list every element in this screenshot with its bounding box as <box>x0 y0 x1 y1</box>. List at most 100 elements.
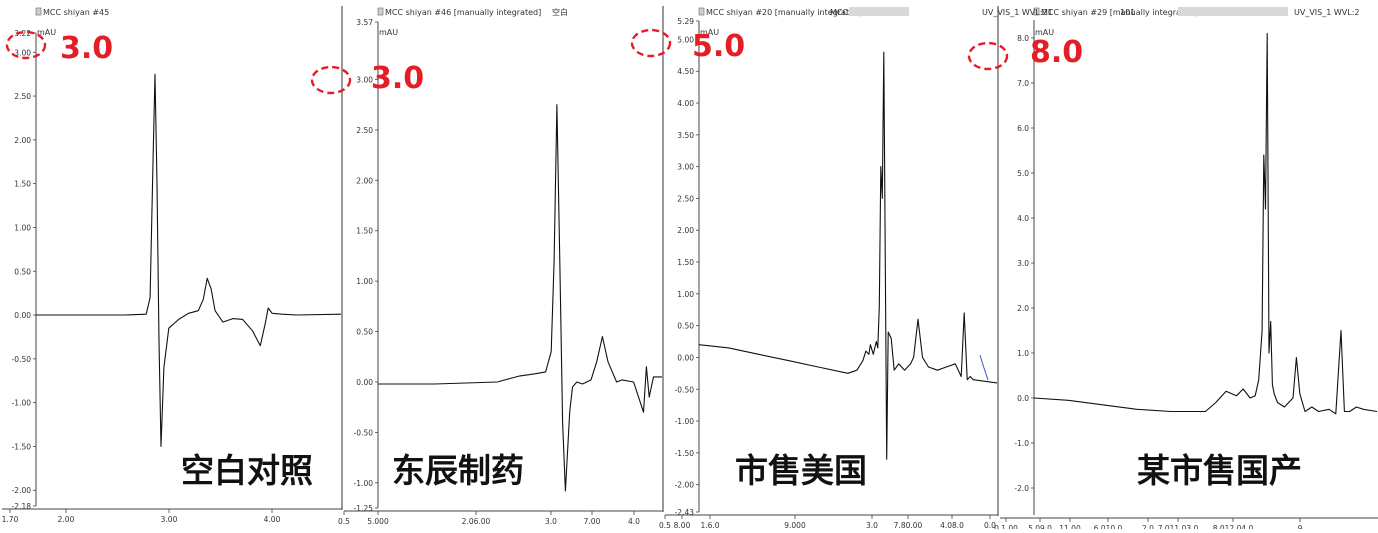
panel-2-y-tick-label: 3.57 <box>356 18 373 27</box>
panel-3-x-tick-label: 0.5 <box>659 521 671 529</box>
panel-4-redaction <box>1178 7 1288 16</box>
panel-1-x-tick-label: 1.70 <box>2 515 19 524</box>
panel-1-x-tick-label: 4.00 <box>264 515 281 524</box>
panel-2-y-tick-label: -0.50 <box>354 428 374 437</box>
panel-3-y-tick-label: 0.00 <box>677 353 694 362</box>
panel-3-redaction <box>849 7 909 16</box>
panel-3-x-tick-label: 7.80.00 <box>894 521 923 529</box>
panel-2-x-tick-label: 3.0 <box>545 517 557 526</box>
panel-4-x-tick-label: 9 <box>1298 524 1303 529</box>
panel-2-x-tick-label: 7.00 <box>584 517 601 526</box>
panel-1-sample-label: 空白对照 <box>181 451 313 490</box>
panel-4-y-tick-label: 5.0 <box>1017 169 1029 178</box>
panel-2: MCC shiyan #46 [manually integrated] 空白 mA… <box>310 6 664 526</box>
panel-3-overlay-header: UV_VIS_1 WVL:21 <box>982 8 1053 17</box>
panel-1-y-tick-label: -2.00 <box>12 486 32 495</box>
panel-3-y-tick-label: -2.00 <box>675 481 695 490</box>
panel-3-y-tick-label: 5.29 <box>677 17 694 26</box>
panel-4-sample-label: 某市售国产 <box>1137 451 1302 490</box>
panel-3-unit: mAU <box>700 28 719 37</box>
panel-2-y-tick-label: 1.00 <box>356 277 373 286</box>
panel-2-x-tick-label: 2.06.00 <box>462 517 491 526</box>
panel-4-y-tick-label: 4.0 <box>1017 214 1029 223</box>
panel-2-y-tick-label: 2.50 <box>356 126 373 135</box>
panel-2-x-tick-label: 5.000 <box>367 517 389 526</box>
panel-2-y-tick-label: 1.50 <box>356 227 373 236</box>
panel-1-header-title: MCC shiyan #45 <box>43 8 109 17</box>
panel-1-y-tick-label: -2.18 <box>12 502 32 511</box>
panel-2-x-tick-label: 0.5 <box>338 517 350 526</box>
panel-1-header-icon <box>35 7 42 16</box>
panel-3-x-tick-label: 8.00 <box>674 521 691 529</box>
panel-3-annotation: 5.0 <box>692 29 746 64</box>
panel-2-unit: mAU <box>379 28 398 37</box>
panel-2-header-icon <box>377 7 384 16</box>
panel-4-x-tick-label: 0.1.00 <box>994 524 1018 529</box>
panel-3-x-tick-label: 3.0 <box>866 521 878 529</box>
panel-3-y-tick-label: 0.50 <box>677 322 694 331</box>
panel-2-x-tick-label: 4.0 <box>628 517 640 526</box>
panel-4-x-tick-label: 6.010.0 <box>1094 524 1123 529</box>
panel-3-y-tick-label: 2.00 <box>677 226 694 235</box>
panel-3-y-tick-label: 5.00 <box>677 35 694 44</box>
panel-2-annotation: 3.0 <box>371 61 425 96</box>
panel-2-annotation-ellipse <box>310 65 352 95</box>
panel-4-y-tick-label: 2.0 <box>1017 304 1029 313</box>
panel-3-header-title: MCC shiyan #20 [manually integrated] <box>706 8 862 17</box>
panel-2-y-tick-label: 0.00 <box>356 378 373 387</box>
panel-3-y-tick-label: 1.00 <box>677 290 694 299</box>
panel-3-x-tick-label: 0.0 <box>984 521 996 529</box>
panel-4-y-tick-label: 6.0 <box>1017 124 1029 133</box>
panel-1-x-tick-label: 3.00 <box>161 515 178 524</box>
panel-1-y-tick-label: 3.00 <box>14 48 31 57</box>
panel-2-y-tick-label: 3.00 <box>356 75 373 84</box>
panel-1-y-tick-label: -1.00 <box>12 399 32 408</box>
panel-4-annotation-ellipse <box>967 41 1009 71</box>
panel-1-annotation-ellipse <box>5 30 47 60</box>
panel-3-overlay-trace <box>979 354 989 381</box>
panel-1-y-tick-label: 0.50 <box>14 267 31 276</box>
panel-2-sample-label: 东辰制药 <box>392 451 524 490</box>
panel-3-y-tick-label: 4.00 <box>677 99 694 108</box>
panel-4-right-header: UV_VIS_1 WVL:2 <box>1294 8 1360 17</box>
panel-4-x-tick-label: 11.00 <box>1059 524 1081 529</box>
panel-4-annotation: 8.0 <box>1030 35 1084 70</box>
panel-3-extra-header: MCC <box>830 8 849 17</box>
panel-4-y-tick-label: 0.0 <box>1017 394 1029 403</box>
panel-4-y-tick-label: 8.0 <box>1017 34 1029 43</box>
panel-3: MCC shiyan #20 [manually integrated]mAU5… <box>630 6 999 530</box>
panel-4-y-tick-label: -2.0 <box>1014 484 1029 493</box>
panel-1-annotation: 3.0 <box>60 31 114 66</box>
panel-4-header-title: MCC shiyan #29 [manually integrated] <box>1041 8 1197 17</box>
panel-1-y-tick-label: 3.22 <box>14 29 31 38</box>
panel-2-y-tick-label: 0.50 <box>356 328 373 337</box>
panel-2-y-tick-label: -1.00 <box>354 479 374 488</box>
panel-1-y-tick-label: 1.00 <box>14 223 31 232</box>
panel-4-trace <box>1033 32 1378 415</box>
panel-4-x-tick-label: 7.011.03.0 <box>1158 524 1199 529</box>
panel-4-y-tick-label: 1.0 <box>1017 349 1029 358</box>
panel-1-unit: mAU <box>37 28 56 37</box>
panel-4-header-icon <box>1033 7 1040 16</box>
panel-3-x-tick-label: 9.000 <box>784 521 806 529</box>
panel-3-x-tick-label: 4.08.0 <box>940 521 964 529</box>
panel-4-y-tick-label: -1.0 <box>1014 439 1029 448</box>
panel-3-trace <box>698 51 998 460</box>
panel-3-y-tick-label: 3.50 <box>677 131 694 140</box>
panel-2-header-title: MCC shiyan #46 [manually integrated] <box>385 8 541 17</box>
panel-3-header-icon <box>698 7 705 16</box>
panel-3-y-tick-label: 4.50 <box>677 67 694 76</box>
panel-3-y-tick-label: -2.43 <box>675 508 695 517</box>
panel-4-extra-header: 101 <box>1120 8 1136 17</box>
panel-2-y-tick-label: -1.25 <box>354 504 374 513</box>
panel-1-y-tick-label: 2.50 <box>14 92 31 101</box>
panel-2-extra-header: 空白 <box>552 7 568 17</box>
panel-1-y-tick-label: 1.50 <box>14 180 31 189</box>
panel-1-y-tick-label: -1.50 <box>12 442 32 451</box>
panel-1-x-tick-label: 2.00 <box>58 515 75 524</box>
panel-4-x-tick-label: 5.09.0 <box>1028 524 1052 529</box>
panel-3-y-tick-label: 2.50 <box>677 194 694 203</box>
panel-1: MCC shiyan #45 mAU 3.22 3.00 2.50 2.00 1.50 1.0… <box>2 6 343 524</box>
panel-3-annotation-ellipse <box>630 28 672 58</box>
